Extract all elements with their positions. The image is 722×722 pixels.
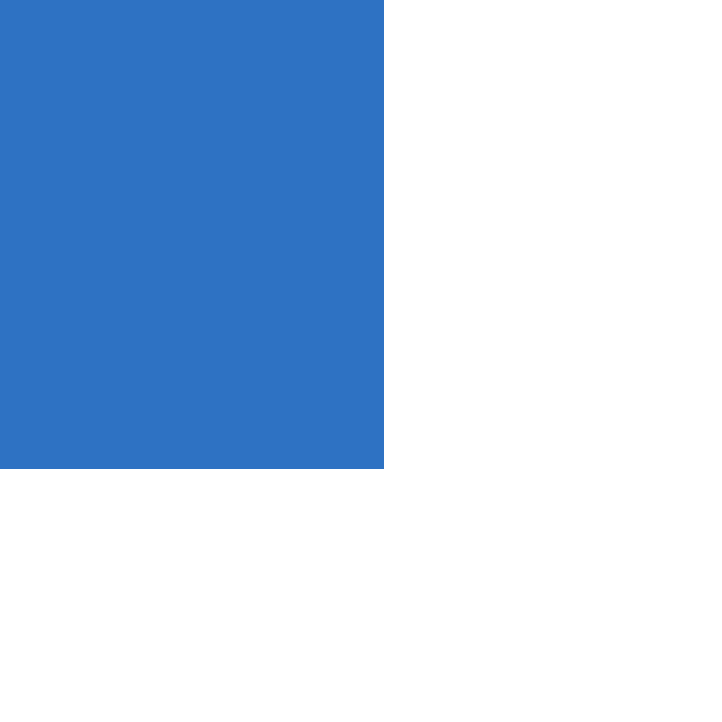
- blue-rectangle: [0, 0, 384, 469]
- empty-white-area-right: [384, 0, 722, 722]
- empty-white-area-bottom: [0, 469, 384, 722]
